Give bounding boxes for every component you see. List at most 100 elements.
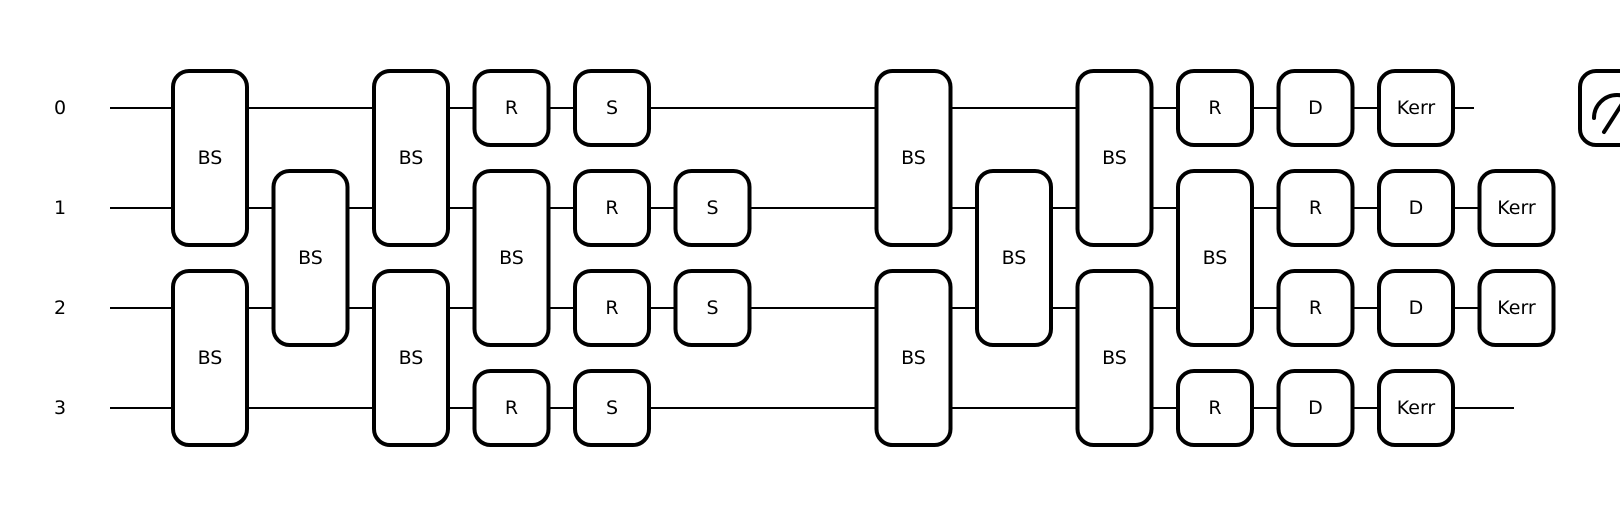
wire-label: 0 xyxy=(54,97,66,119)
gate-label: R xyxy=(505,97,518,119)
gate-label: BS xyxy=(901,147,926,169)
gate-label: R xyxy=(1208,97,1221,119)
gate-box xyxy=(1377,69,1455,147)
gate-r: R xyxy=(573,269,651,347)
gate-box xyxy=(1377,369,1455,447)
gate-r: R xyxy=(472,69,551,147)
gate-label: Kerr xyxy=(1497,297,1536,319)
gates-layer: BS BS BS BS BS R BS R S R R S S S BS BS BS BS BS R BS R D R R D Ke… xyxy=(171,69,1620,447)
gate-label: D xyxy=(1409,197,1424,219)
gate-r: R xyxy=(1276,269,1355,347)
gate-box xyxy=(171,69,249,247)
gate-box xyxy=(874,269,953,447)
gate-box xyxy=(1075,269,1154,447)
gate-r: R xyxy=(573,169,651,247)
gate-box xyxy=(673,169,752,247)
gate-bs: BS xyxy=(171,69,249,247)
gate-label: S xyxy=(706,297,718,319)
gate-bs: BS xyxy=(1075,269,1154,447)
gate-label: BS xyxy=(198,347,223,369)
gate-bs: BS xyxy=(975,169,1053,347)
gate-box xyxy=(573,269,651,347)
gate-label: BS xyxy=(298,247,323,269)
gate-box xyxy=(1578,69,1620,147)
gate-box xyxy=(1477,269,1556,347)
gate-label: BS xyxy=(1002,247,1027,269)
gate-label: Kerr xyxy=(1397,97,1436,119)
gate-bs: BS xyxy=(372,69,450,247)
gate-label: BS xyxy=(1102,147,1127,169)
gate-label: S xyxy=(606,97,618,119)
gate-d: D xyxy=(1377,269,1455,347)
gate-label: R xyxy=(1309,197,1322,219)
gate-box xyxy=(573,369,651,447)
gate-box xyxy=(1477,169,1556,247)
gate-s: S xyxy=(573,69,651,147)
gate-kerr: Kerr xyxy=(1377,369,1455,447)
measurement-gate xyxy=(1578,69,1620,147)
gate-label: S xyxy=(606,397,618,419)
gate-box xyxy=(1176,69,1254,147)
gate-kerr: Kerr xyxy=(1477,169,1556,247)
gate-bs: BS xyxy=(874,69,953,247)
gate-label: BS xyxy=(198,147,223,169)
gate-box xyxy=(472,369,551,447)
gate-label: BS xyxy=(901,347,926,369)
gate-bs: BS xyxy=(271,169,350,347)
wire-label: 2 xyxy=(54,297,66,319)
gate-box xyxy=(372,269,450,447)
gate-label: S xyxy=(706,197,718,219)
gate-label: R xyxy=(1309,297,1322,319)
gate-box xyxy=(1276,69,1355,147)
gate-kerr: Kerr xyxy=(1377,69,1455,147)
gate-label: R xyxy=(605,197,618,219)
wire-label: 1 xyxy=(54,197,66,219)
gate-box xyxy=(673,269,752,347)
gate-bs: BS xyxy=(372,269,450,447)
gate-bs: BS xyxy=(472,169,551,347)
gate-label: Kerr xyxy=(1397,397,1436,419)
gate-box xyxy=(874,69,953,247)
gate-label: D xyxy=(1409,297,1424,319)
gate-box xyxy=(271,169,350,347)
wire-label: 3 xyxy=(54,397,66,419)
gate-label: D xyxy=(1308,397,1323,419)
gate-d: D xyxy=(1276,69,1355,147)
gate-bs: BS xyxy=(171,269,249,447)
gate-kerr: Kerr xyxy=(1477,269,1556,347)
gate-bs: BS xyxy=(874,269,953,447)
gate-s: S xyxy=(673,169,752,247)
gate-r: R xyxy=(472,369,551,447)
gate-box xyxy=(975,169,1053,347)
gate-bs: BS xyxy=(1176,169,1254,347)
gate-label: R xyxy=(1208,397,1221,419)
gate-d: D xyxy=(1276,369,1355,447)
gate-box xyxy=(472,169,551,347)
gate-box xyxy=(573,69,651,147)
gate-box xyxy=(1276,169,1355,247)
gate-r: R xyxy=(1176,69,1254,147)
gate-box xyxy=(1176,169,1254,347)
gate-label: BS xyxy=(499,247,524,269)
gate-label: BS xyxy=(399,147,424,169)
gate-box xyxy=(1276,269,1355,347)
gate-box xyxy=(1377,169,1455,247)
gate-d: D xyxy=(1377,169,1455,247)
gate-box xyxy=(372,69,450,247)
gate-label: Kerr xyxy=(1497,197,1536,219)
gate-box xyxy=(1176,369,1254,447)
gate-label: R xyxy=(505,397,518,419)
gate-label: BS xyxy=(1203,247,1228,269)
gate-bs: BS xyxy=(1075,69,1154,247)
gate-label: BS xyxy=(399,347,424,369)
gate-r: R xyxy=(1276,169,1355,247)
gate-box xyxy=(472,69,551,147)
gate-s: S xyxy=(673,269,752,347)
gate-box xyxy=(171,269,249,447)
gate-box xyxy=(1377,269,1455,347)
gate-box xyxy=(1075,69,1154,247)
gate-label: D xyxy=(1308,97,1323,119)
gate-box xyxy=(573,169,651,247)
gate-label: BS xyxy=(1102,347,1127,369)
